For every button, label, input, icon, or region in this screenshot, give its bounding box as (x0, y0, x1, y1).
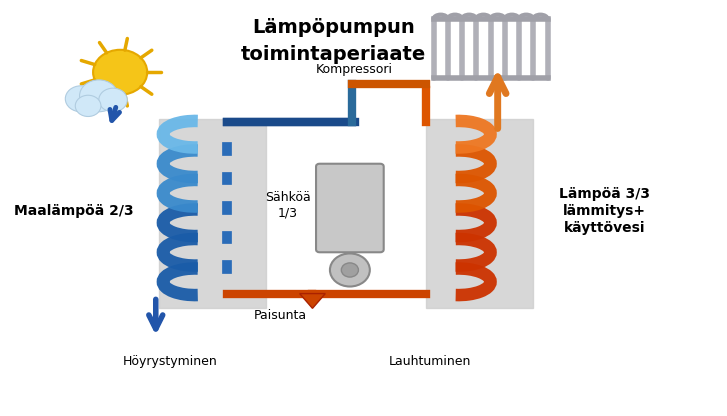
Text: Kompressori: Kompressori (316, 63, 393, 76)
Circle shape (341, 263, 358, 277)
Circle shape (65, 86, 97, 112)
Text: Lämpöpumpun: Lämpöpumpun (252, 18, 415, 37)
Text: toimintaperiaate: toimintaperiaate (241, 45, 427, 64)
Circle shape (99, 88, 127, 112)
Circle shape (93, 50, 148, 95)
Text: Maalämpöä 2/3: Maalämpöä 2/3 (14, 204, 134, 218)
Text: Höyrystyminen: Höyrystyminen (123, 355, 217, 368)
Text: Sähköä
1/3: Sähköä 1/3 (265, 191, 310, 220)
Text: Paisunta: Paisunta (254, 309, 307, 322)
Circle shape (79, 80, 118, 112)
Circle shape (330, 253, 370, 287)
FancyBboxPatch shape (316, 164, 384, 252)
Circle shape (76, 95, 101, 116)
Bar (159, 119, 266, 308)
Polygon shape (300, 294, 325, 308)
Text: Lämpöä 3/3
lämmitys+
käyttövesi: Lämpöä 3/3 lämmitys+ käyttövesi (559, 187, 650, 235)
Bar (427, 119, 534, 308)
Text: Lauhtuminen: Lauhtuminen (389, 355, 471, 368)
